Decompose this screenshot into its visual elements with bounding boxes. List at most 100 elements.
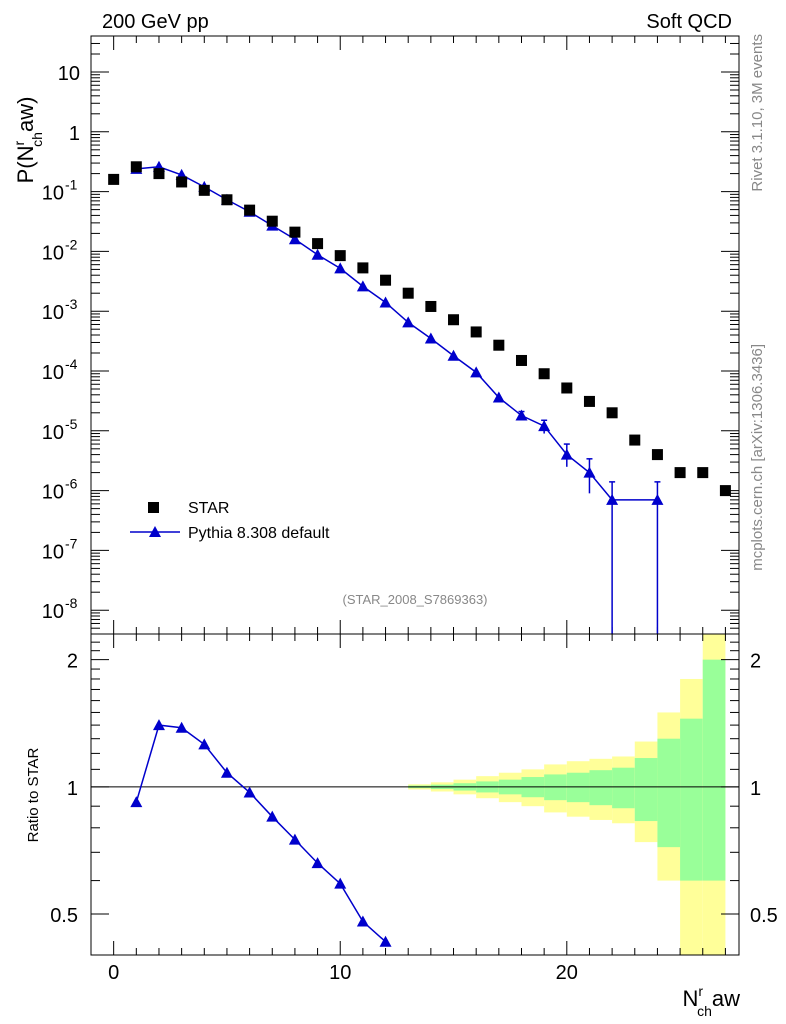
y-tick-label: 10 <box>58 63 80 85</box>
ratio-mc-point <box>130 796 143 808</box>
ratio-mc-point <box>379 935 392 947</box>
rivet-version-label: Rivet 3.1.10, 3M events <box>749 34 766 192</box>
mc-data-point <box>515 409 528 421</box>
mc-data-point <box>424 332 437 344</box>
star-data-point <box>153 168 165 180</box>
legend-mc-label: Pythia 8.308 default <box>188 525 330 542</box>
ratio-mc-point <box>356 915 369 927</box>
ratio-y-tick-label: 2 <box>67 651 78 673</box>
y-tick-label: 10 <box>42 482 64 504</box>
mc-data-point <box>379 296 392 308</box>
star-data-point <box>629 434 641 446</box>
band-inner <box>634 758 658 822</box>
header-category-label: Soft QCD <box>646 11 732 33</box>
ratio-mc-point <box>311 857 324 869</box>
band-inner <box>680 718 703 881</box>
mc-data-point <box>651 493 664 505</box>
star-data-point <box>561 382 573 394</box>
mc-data-point <box>311 248 324 260</box>
band-inner <box>702 659 726 881</box>
y-tick-label-exponent: -6 <box>65 476 78 492</box>
mc-data-point <box>447 349 460 361</box>
mc-data-point <box>356 280 369 292</box>
star-data-point <box>266 215 278 227</box>
star-data-point <box>130 161 142 173</box>
star-data-point <box>198 184 210 196</box>
star-data-point <box>402 287 414 299</box>
mc-data-point <box>538 420 551 432</box>
star-data-point <box>289 226 301 238</box>
star-data-point <box>606 407 618 419</box>
star-data-point <box>697 467 709 479</box>
ratio-y-tick-labels-left: 0.5 1 2 <box>50 651 78 927</box>
mc-data-point <box>492 391 505 403</box>
analysis-reference-label: (STAR_2008_S7869363) <box>342 592 487 607</box>
mc-data-point <box>470 366 483 378</box>
y-tick-label: 1 <box>69 123 80 145</box>
mc-line <box>136 166 658 501</box>
legend-star-label: STAR <box>188 500 229 517</box>
band-inner <box>566 772 590 803</box>
ratio-frame <box>90 633 740 956</box>
main-y-axis-label: P(Nr chaw) <box>11 97 45 184</box>
star-data-point <box>221 194 233 206</box>
ratio-mc-point <box>243 786 256 798</box>
x-tick-labels: 0 10 20 <box>108 962 578 984</box>
ratio-mc-point <box>152 719 165 731</box>
y-tick-label: 10 <box>42 302 64 324</box>
main-axis-ticks <box>91 35 739 635</box>
main-data-series <box>108 161 731 497</box>
y-tick-label-exponent: -5 <box>65 416 78 432</box>
y-tick-label-exponent: -1 <box>65 177 78 193</box>
y-tick-label: 10 <box>42 242 64 264</box>
ratio-y-axis-label: Ratio to STAR <box>25 747 42 842</box>
ratio-panel <box>90 633 740 956</box>
y-tick-label-exponent: -8 <box>65 595 78 611</box>
main-mc-series <box>130 160 664 634</box>
star-data-point <box>493 339 505 351</box>
y-tick-label-exponent: -2 <box>65 236 78 252</box>
star-data-point <box>448 314 460 326</box>
star-data-point <box>244 204 256 216</box>
y-tick-label-exponent: -7 <box>65 535 78 551</box>
mc-data-point <box>606 493 619 505</box>
y-tick-label-exponent: -4 <box>65 356 78 372</box>
legend-star-marker <box>148 502 159 513</box>
band-inner <box>657 738 681 848</box>
ratio-mc-point <box>175 721 188 733</box>
mc-data-point <box>334 262 347 274</box>
ratio-uncertainty-bands <box>408 634 726 955</box>
main-frame <box>90 35 740 635</box>
x-tick-label: 20 <box>556 962 578 984</box>
ratio-y-tick-label-right: 0.5 <box>750 905 778 927</box>
star-data-point <box>651 449 663 461</box>
y-tick-label: 10 <box>42 422 64 444</box>
x-axis-label: Nr chaw <box>683 983 741 1019</box>
y-tick-label: 10 <box>42 541 64 563</box>
star-data-point <box>334 250 346 262</box>
mc-data-point <box>402 316 415 328</box>
mc-data-point <box>560 448 573 460</box>
star-data-point <box>470 326 482 338</box>
ratio-mc-point <box>266 810 279 822</box>
star-data-point <box>425 300 437 312</box>
star-data-point <box>538 368 550 380</box>
mc-data-point <box>583 466 596 478</box>
star-data-point <box>674 467 686 479</box>
ratio-mc-point <box>220 766 233 778</box>
ratio-mc-point <box>288 833 301 845</box>
ratio-mc-line <box>135 724 387 943</box>
ratio-mc-point <box>334 877 347 889</box>
y-tick-label-exponent: -3 <box>65 296 78 312</box>
star-data-point <box>108 173 120 185</box>
ratio-y-tick-label: 1 <box>67 778 78 800</box>
y-tick-label: 10 <box>42 601 64 623</box>
star-data-point <box>357 262 369 274</box>
ratio-y-tick-label: 0.5 <box>50 905 78 927</box>
y-tick-label: 10 <box>42 183 64 205</box>
star-data-point <box>312 238 324 250</box>
ratio-mc-series <box>130 719 392 947</box>
mcplots-reference-label: mcplots.cern.ch [arXiv:1306.3436] <box>749 344 766 571</box>
